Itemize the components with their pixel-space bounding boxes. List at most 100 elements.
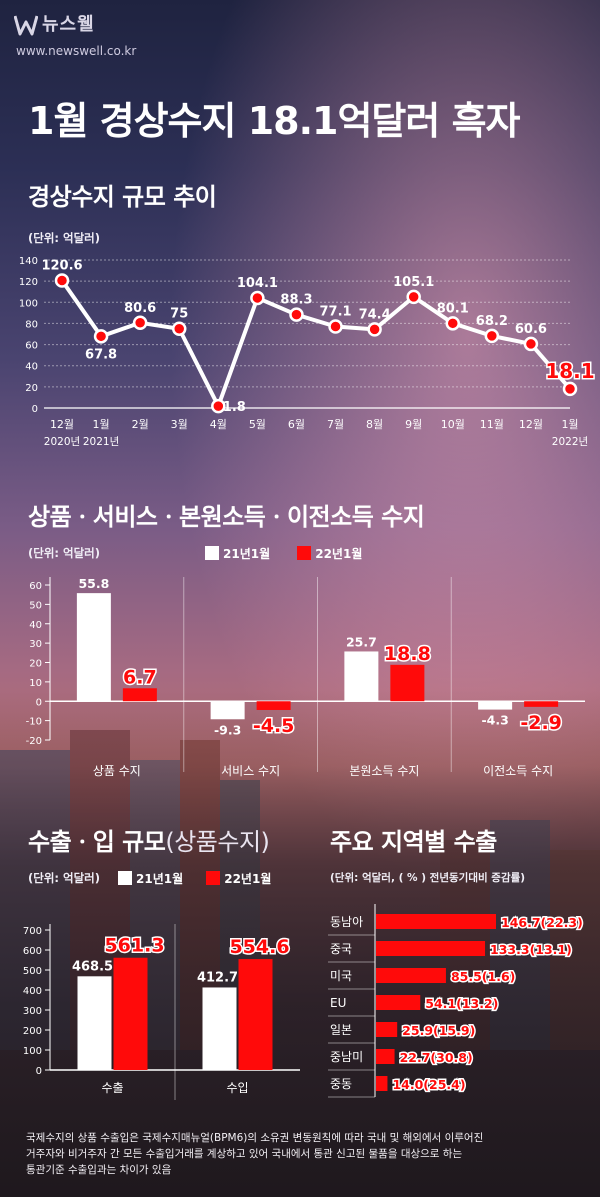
data-label: 146.7(22.3): [501, 915, 583, 930]
bar: [478, 701, 513, 710]
legend-swatch-2021: [205, 546, 219, 560]
data-point: [406, 289, 421, 305]
y-tick-label: 500: [23, 966, 42, 977]
data-label: 6.7: [123, 666, 157, 688]
components-chart-unit: (단위: 억달러): [28, 546, 101, 560]
data-label: 68.2: [476, 314, 508, 329]
bar: [376, 1049, 395, 1064]
data-label: 18.1: [545, 359, 594, 383]
data-label: -4.5: [253, 715, 295, 737]
data-label: 54.1(13.2): [425, 996, 498, 1011]
category-label: 일본: [330, 1023, 352, 1037]
y-tick-label: -10: [26, 717, 42, 728]
x-tick-label: 1월: [561, 418, 578, 431]
trade-legend-swatch-2022: [206, 871, 221, 885]
x-tick-label: 1월: [93, 418, 110, 431]
category-label: 중남미: [330, 1050, 363, 1064]
y-tick-label: 30: [29, 639, 42, 650]
line-chart-unit: (단위: 억달러): [28, 231, 101, 245]
data-point: [132, 315, 148, 331]
footnote: 국제수지의 상품 수출입은 국제수지매뉴얼(BPM6)의 소유권 변동원칙에 따…: [26, 1130, 586, 1178]
region-chart: 동남아 146.7(22.3) 중국 133.3(13.1) 미국 85.5(1.6) EU…: [328, 904, 584, 1098]
data-label: -4.3: [481, 713, 508, 728]
y-tick-label: 60: [25, 341, 38, 352]
data-point: [289, 307, 304, 322]
data-label: -9.3: [214, 722, 241, 737]
data-label: 14.0(25.4): [392, 1077, 465, 1092]
bar: [390, 664, 425, 702]
data-point: [211, 398, 226, 414]
data-label: 105.1: [393, 275, 434, 290]
y-tick-label: 10: [29, 678, 42, 689]
bar: [376, 914, 496, 929]
data-point: [93, 329, 109, 344]
bar: [210, 701, 245, 720]
year-label: 2020년: [44, 436, 80, 448]
legend-swatch-2022: [297, 546, 312, 560]
container-yard-background: [0, 690, 600, 1197]
data-label: 412.7: [197, 970, 238, 985]
bar: [113, 957, 148, 1070]
y-tick-label: 50: [29, 600, 42, 611]
data-label: 67.8: [85, 347, 117, 362]
bar: [344, 651, 379, 702]
x-tick-label: 서비스 수지: [221, 764, 280, 778]
x-tick-label: 12월: [50, 418, 74, 431]
data-point: [484, 328, 500, 344]
data-label: 468.5: [72, 959, 113, 974]
y-tick-label: 140: [19, 256, 38, 267]
newswell-logo-icon: [14, 15, 38, 36]
bar: [256, 701, 291, 710]
data-label: 25.9(15.9): [402, 1023, 475, 1038]
data-label: 60.6: [515, 322, 547, 337]
x-tick-label: 2월: [132, 418, 149, 431]
category-label: 동남아: [330, 915, 363, 929]
data-label: 561.3: [104, 935, 164, 957]
x-tick-label: 7월: [327, 418, 344, 431]
page-title: 1월 경상수지 18.1억달러 흑자: [28, 99, 520, 143]
trade-legend-label-2021: 21년1월: [136, 872, 184, 886]
x-tick-label: 10월: [441, 418, 465, 431]
bar: [376, 1076, 388, 1091]
footnote-line-2: 거주자와 비거주자 간 모든 수출입거래를 계상하고 있어 국내에서 통관 신고…: [26, 1148, 463, 1160]
data-label: 77.1: [319, 304, 351, 319]
footnote-line-3: 통관기준 수출입과는 차이가 있음: [26, 1164, 172, 1176]
trade-legend-swatch-2021: [118, 871, 132, 885]
x-tick-label: 상품 수지: [93, 764, 141, 778]
bar: [238, 959, 273, 1070]
footnote-line-1: 국제수지의 상품 수출입은 국제수지매뉴얼(BPM6)의 소유권 변동원칙에 따…: [26, 1132, 484, 1144]
bar: [77, 976, 112, 1070]
x-tick-label: 4월: [210, 418, 227, 431]
data-label: 74.4: [359, 307, 391, 322]
x-tick-label: 이전소득 수지: [483, 764, 553, 778]
category-label: 미국: [330, 969, 352, 983]
y-tick-label: 700: [23, 926, 42, 937]
line-chart: 0 20 40 60 80 100 120 140 120.6 67.8 80.6 75 1.8 104.…: [19, 256, 596, 448]
bar: [376, 968, 446, 983]
trade-legend-label-2022: 22년1월: [224, 872, 272, 886]
x-tick-label: 12월: [519, 418, 543, 431]
y-tick-label: 0: [36, 1066, 42, 1077]
y-tick-label: 100: [23, 1046, 42, 1057]
data-point: [367, 322, 382, 337]
x-tick-label: 본원소득 수지: [349, 764, 419, 778]
category-label: 중동: [330, 1077, 352, 1091]
y-tick-label: 80: [25, 319, 38, 330]
category-label: EU: [330, 996, 346, 1010]
y-tick-label: -20: [26, 736, 42, 747]
data-label: 85.5(1.6): [451, 969, 515, 984]
x-tick-label: 6월: [288, 418, 305, 431]
trade-chart-title-main: 수출ㆍ입 규모: [28, 828, 166, 856]
y-tick-label: 0: [36, 697, 42, 708]
data-label: 133.3(13.1): [490, 942, 572, 957]
data-label: 22.7(30.8): [400, 1050, 473, 1065]
bar: [376, 995, 421, 1010]
data-label: 104.1: [237, 276, 278, 291]
data-point: [54, 273, 70, 288]
data-point: [250, 290, 265, 306]
data-point: [523, 336, 539, 352]
trade-chart: 0 100 200 300 400 500 600 700 468.5 561.3 수출 412.7 5…: [23, 924, 300, 1100]
legend-label-2021: 21년1월: [223, 547, 271, 561]
data-label: 55.8: [78, 576, 109, 591]
x-tick-label: 3월: [171, 418, 188, 431]
